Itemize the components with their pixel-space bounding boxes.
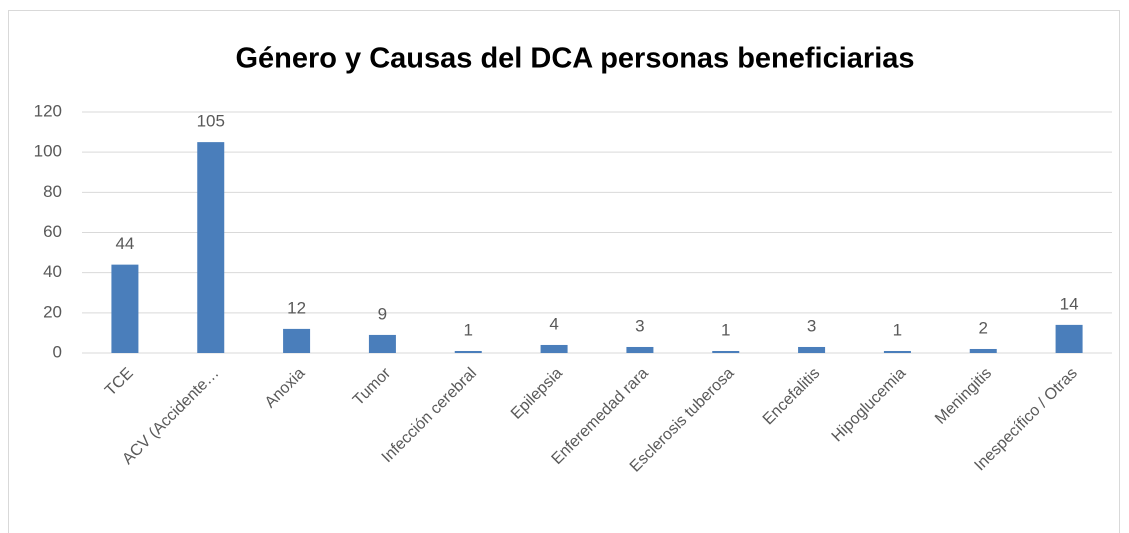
x-tick-label: TCE xyxy=(102,365,137,400)
chart-title: Género y Causas del DCA personas benefic… xyxy=(235,43,914,75)
data-label: 1 xyxy=(464,320,473,339)
data-label: 14 xyxy=(1060,294,1079,313)
data-label: 4 xyxy=(549,314,558,333)
data-label: 1 xyxy=(721,320,730,339)
bar xyxy=(969,348,997,353)
x-tick-label: Meningitis xyxy=(932,365,995,428)
x-tick-label: Anoxia xyxy=(262,365,309,412)
bar xyxy=(197,142,225,353)
y-tick-label: 100 xyxy=(34,142,62,161)
x-tick-label: Infección cerebral xyxy=(379,365,480,466)
data-label: 1 xyxy=(893,320,902,339)
data-label: 3 xyxy=(807,316,816,335)
x-tick-label: Enferemedad rara xyxy=(549,365,652,468)
x-tick-label: Epilepsia xyxy=(508,365,566,423)
bar xyxy=(111,264,139,353)
x-tick-label: Encefalitis xyxy=(760,365,824,429)
bar xyxy=(883,350,911,353)
y-tick-label: 20 xyxy=(43,302,62,321)
y-tick-label: 40 xyxy=(43,262,62,281)
bar xyxy=(1055,324,1083,353)
data-label: 3 xyxy=(635,316,644,335)
data-label: 105 xyxy=(197,112,225,131)
x-tick-label: Hipoglucemia xyxy=(829,365,910,446)
x-tick-label: ACV (Accidente… xyxy=(119,365,222,468)
data-label: 9 xyxy=(378,304,387,323)
bar xyxy=(712,350,740,353)
data-label: 2 xyxy=(979,318,988,337)
bar xyxy=(626,346,654,353)
chart-border xyxy=(8,10,1120,533)
data-label: 44 xyxy=(115,234,134,253)
bar xyxy=(540,344,568,353)
bar xyxy=(368,334,396,353)
y-tick-label: 60 xyxy=(43,222,62,241)
bar xyxy=(283,328,311,353)
bar xyxy=(798,346,826,353)
y-tick-label: 80 xyxy=(43,182,62,201)
bar xyxy=(454,350,482,353)
y-tick-label: 0 xyxy=(53,342,62,361)
x-tick-label: Tumor xyxy=(350,364,395,409)
y-tick-label: 120 xyxy=(34,101,62,120)
data-label: 12 xyxy=(287,298,306,317)
